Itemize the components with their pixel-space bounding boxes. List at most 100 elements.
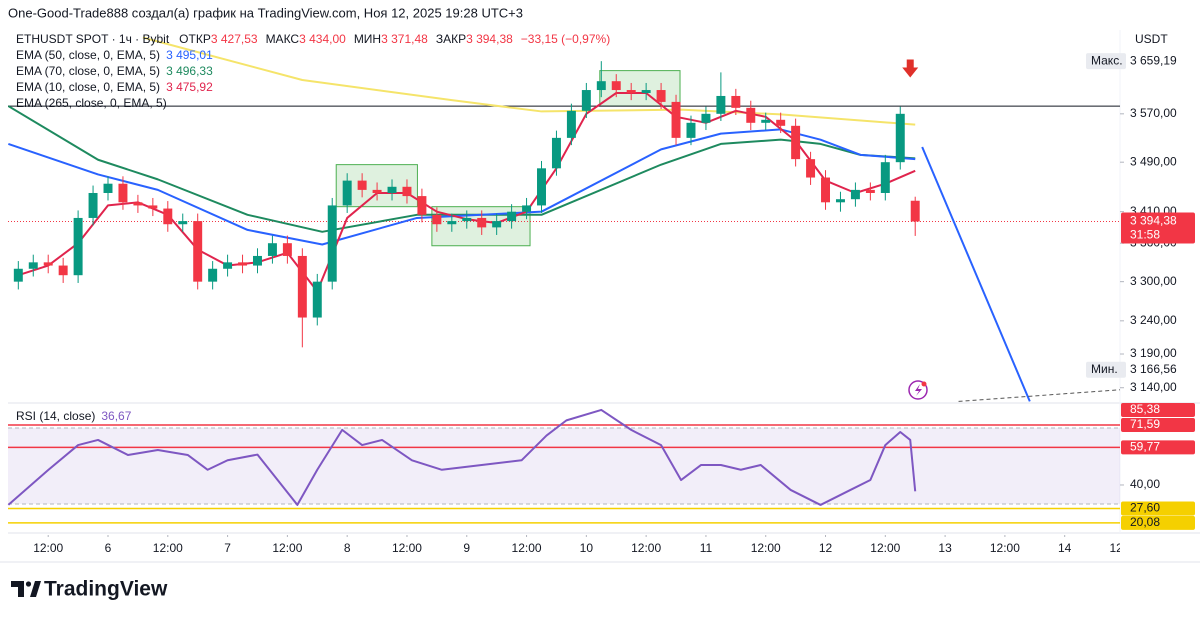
candle-body xyxy=(133,202,143,206)
x-tick-label: 10 xyxy=(580,541,594,555)
y-tick-label: 3 240,00 xyxy=(1130,313,1177,327)
candle-body xyxy=(596,81,606,91)
y-tick-label: 3 140,00 xyxy=(1130,380,1177,394)
y-tick-label: 40,00 xyxy=(1130,477,1160,491)
candle-body xyxy=(746,107,756,123)
candle-body xyxy=(402,186,412,197)
x-tick-label: 11 xyxy=(700,541,713,555)
ema-value: 3 495,01 xyxy=(166,48,213,62)
candle-body xyxy=(641,90,651,93)
level-label: 20,08 xyxy=(1130,515,1160,529)
candle-body xyxy=(193,221,203,282)
header: One-Good-Trade888 создал(а) график на Tr… xyxy=(8,5,523,20)
candle-body xyxy=(731,95,741,108)
candle-body xyxy=(806,159,816,178)
x-tick-label: 12:00 xyxy=(392,541,422,555)
ohlc-name: МАКС xyxy=(266,32,300,46)
candle-body xyxy=(223,262,233,269)
rsi-legend: RSI (14, close) 36,67 xyxy=(16,409,132,423)
level-tag xyxy=(1121,440,1195,455)
y-tick-label: 3 190,00 xyxy=(1130,346,1177,360)
candle-body xyxy=(43,262,53,266)
level-label: 27,60 xyxy=(1130,501,1160,515)
countdown: 31:58 xyxy=(1130,228,1160,242)
ema-legend: EMA (265, close, 0, EMA, 5) xyxy=(16,96,167,110)
x-tick-label: 9 xyxy=(463,541,470,555)
candle-body xyxy=(387,186,397,193)
candle-body xyxy=(432,214,442,225)
time-axis: 12:00 6 12:00 7 12:00 8 12:00 9 12:00 10 12:00 11 12… xyxy=(33,535,1139,555)
trend-line xyxy=(921,146,1031,402)
ema-value: 3 496,33 xyxy=(166,64,213,78)
candle-body xyxy=(791,125,801,160)
last-price-label: 3 394,38 xyxy=(1130,214,1177,228)
y-tick-label: 3 570,00 xyxy=(1130,106,1177,120)
candle-body xyxy=(865,189,875,193)
y-tick-label: 3 300,00 xyxy=(1130,274,1177,288)
candle-body xyxy=(73,217,83,276)
ohlc-value: 3 427,53 xyxy=(211,32,258,46)
candle-body xyxy=(297,255,307,318)
candle-body xyxy=(178,221,188,225)
ema-name: EMA (70, close, 0, EMA, 5) xyxy=(16,64,160,78)
candle-body xyxy=(148,205,158,209)
candle-body xyxy=(253,255,262,266)
x-tick-label: 8 xyxy=(344,541,351,555)
rsi-band xyxy=(8,427,1120,504)
candle-body xyxy=(701,113,711,123)
candle-body xyxy=(417,196,427,215)
candle-body xyxy=(611,81,621,91)
candle-body xyxy=(88,192,98,218)
symbol: ETHUSDT SPOT · 1ч · Bybit xyxy=(16,32,170,46)
ema-name: EMA (50, close, 0, EMA, 5) xyxy=(16,48,160,62)
candle-body xyxy=(477,217,487,228)
x-tick-label: 12:00 xyxy=(1109,541,1139,555)
candle-body xyxy=(581,90,591,111)
symbol-legend: ETHUSDT SPOT · 1ч · Bybit ОТКР3 427,53 МАК… xyxy=(16,32,610,46)
ema-legend: EMA (10, close, 0, EMA, 5) 3 475,92 xyxy=(16,80,213,94)
change-value: −33,15 (−0,97%) xyxy=(521,32,610,46)
candle-body xyxy=(522,205,532,212)
rsi-line xyxy=(7,408,917,506)
brand-logo xyxy=(11,581,41,597)
candle-body xyxy=(163,208,173,225)
candle-body xyxy=(551,137,561,169)
candle-body xyxy=(282,243,292,256)
y-tick-label: 3 490,00 xyxy=(1130,154,1177,168)
candle-body xyxy=(821,177,831,203)
extreme-name: Мин. xyxy=(1091,362,1118,376)
x-tick-label: 12:00 xyxy=(33,541,63,555)
rsi-value: 36,67 xyxy=(101,409,131,423)
last-price-tag xyxy=(1121,212,1195,244)
candle-body xyxy=(910,200,920,222)
x-tick-label: 12:00 xyxy=(153,541,183,555)
candle-body xyxy=(103,183,113,193)
x-tick-label: 13 xyxy=(938,541,952,555)
level-label: 59,77 xyxy=(1130,440,1160,454)
candle-body xyxy=(58,265,68,276)
candle-body xyxy=(267,243,277,256)
ema-line xyxy=(8,105,916,233)
candle-body xyxy=(312,281,322,318)
candle-body xyxy=(626,90,636,93)
ohlc-value: 3 434,00 xyxy=(299,32,346,46)
candle-body xyxy=(835,199,845,203)
x-tick-label: 12:00 xyxy=(272,541,302,555)
price-pane xyxy=(8,36,1120,348)
candle-body xyxy=(13,268,23,282)
level-tag xyxy=(1121,515,1195,530)
ema-value: 3 475,92 xyxy=(166,80,213,94)
ema-name: EMA (10, close, 0, EMA, 5) xyxy=(16,80,160,94)
candle-body xyxy=(566,110,576,138)
candle-body xyxy=(761,119,771,123)
x-tick-label: 12:00 xyxy=(870,541,900,555)
candle-body xyxy=(118,183,128,203)
x-tick-label: 12:00 xyxy=(751,541,781,555)
candle-body xyxy=(327,205,337,282)
x-tick-label: 14 xyxy=(1058,541,1072,555)
ema-name: EMA (265, close, 0, EMA, 5) xyxy=(16,96,167,110)
ohlc-value: 3 394,38 xyxy=(466,32,513,46)
ohlc-name: ОТКР xyxy=(179,32,211,46)
rsi-name: RSI (14, close) xyxy=(16,409,95,423)
candle-body xyxy=(656,90,666,102)
